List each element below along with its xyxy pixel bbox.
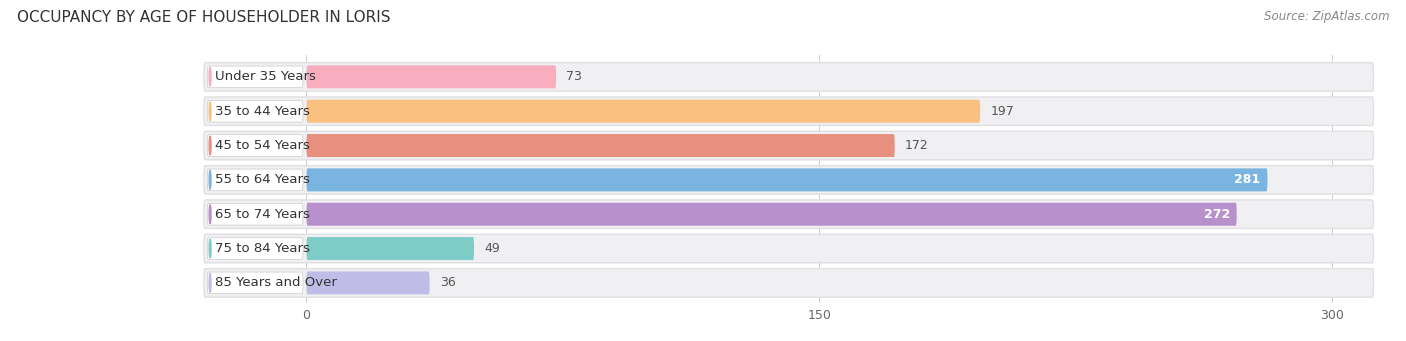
Text: 197: 197 (990, 105, 1014, 118)
FancyBboxPatch shape (207, 238, 304, 260)
Circle shape (209, 273, 211, 292)
Circle shape (209, 205, 211, 224)
Circle shape (209, 102, 211, 121)
Text: 65 to 74 Years: 65 to 74 Years (215, 208, 309, 221)
FancyBboxPatch shape (307, 100, 980, 123)
Circle shape (209, 239, 211, 258)
FancyBboxPatch shape (204, 269, 1374, 297)
Text: 45 to 54 Years: 45 to 54 Years (215, 139, 309, 152)
FancyBboxPatch shape (204, 234, 1374, 263)
Circle shape (209, 68, 211, 86)
FancyBboxPatch shape (307, 271, 430, 294)
Text: 49: 49 (484, 242, 501, 255)
FancyBboxPatch shape (307, 237, 474, 260)
Circle shape (209, 170, 211, 189)
FancyBboxPatch shape (307, 168, 1267, 191)
Text: 35 to 44 Years: 35 to 44 Years (215, 105, 309, 118)
FancyBboxPatch shape (307, 65, 557, 88)
FancyBboxPatch shape (207, 169, 304, 191)
Text: 55 to 64 Years: 55 to 64 Years (215, 173, 309, 187)
FancyBboxPatch shape (307, 203, 1237, 226)
Text: Source: ZipAtlas.com: Source: ZipAtlas.com (1264, 10, 1389, 23)
Text: 73: 73 (567, 70, 582, 84)
FancyBboxPatch shape (307, 134, 894, 157)
Text: Under 35 Years: Under 35 Years (215, 70, 315, 84)
FancyBboxPatch shape (204, 63, 1374, 91)
FancyBboxPatch shape (207, 66, 304, 88)
FancyBboxPatch shape (204, 166, 1374, 194)
FancyBboxPatch shape (204, 97, 1374, 125)
FancyBboxPatch shape (207, 203, 304, 225)
Text: 75 to 84 Years: 75 to 84 Years (215, 242, 309, 255)
Text: 281: 281 (1234, 173, 1261, 187)
FancyBboxPatch shape (204, 200, 1374, 228)
Text: 85 Years and Over: 85 Years and Over (215, 277, 336, 290)
FancyBboxPatch shape (207, 100, 304, 122)
Text: OCCUPANCY BY AGE OF HOUSEHOLDER IN LORIS: OCCUPANCY BY AGE OF HOUSEHOLDER IN LORIS (17, 10, 391, 25)
Text: 172: 172 (905, 139, 929, 152)
FancyBboxPatch shape (207, 135, 304, 157)
Text: 272: 272 (1204, 208, 1230, 221)
FancyBboxPatch shape (207, 272, 304, 294)
FancyBboxPatch shape (204, 131, 1374, 160)
Circle shape (209, 136, 211, 155)
Text: 36: 36 (440, 277, 456, 290)
